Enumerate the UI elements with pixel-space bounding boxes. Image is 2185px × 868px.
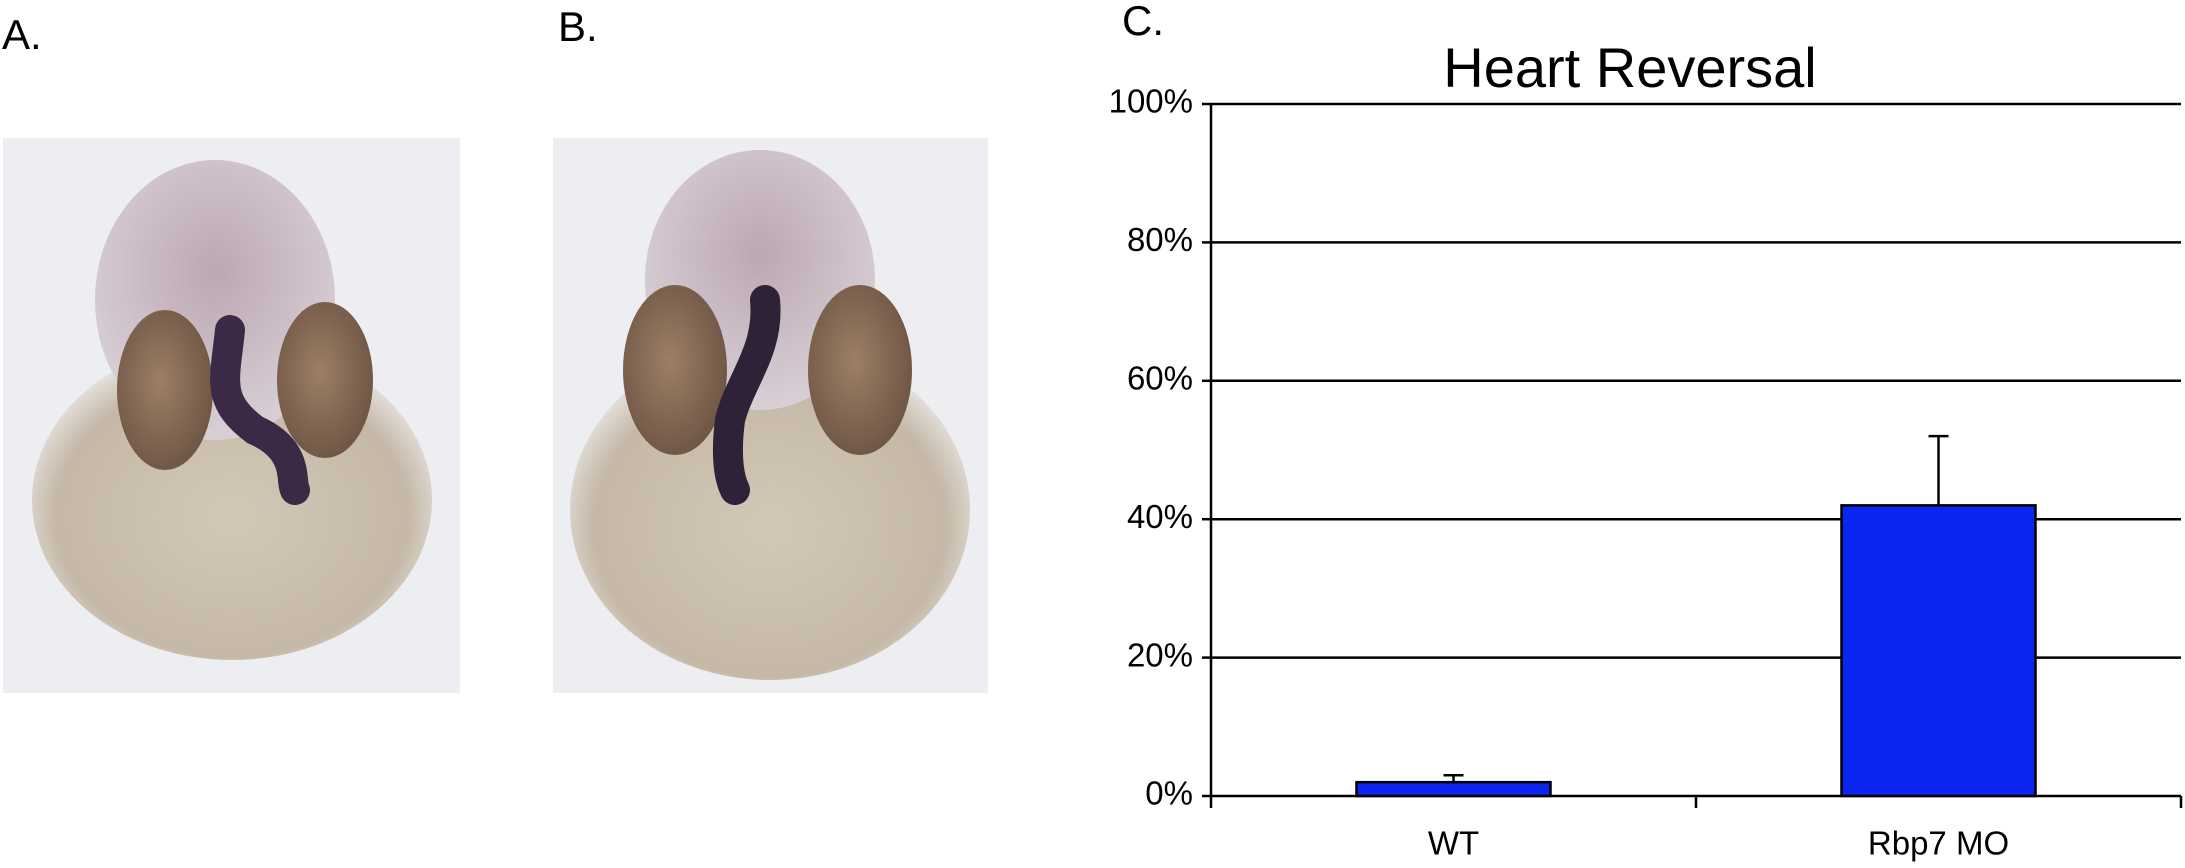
y-tick-label: 40%	[1127, 498, 1193, 535]
bar	[1840, 504, 2037, 798]
x-tick-label: Rbp7 MO	[1868, 825, 2009, 862]
y-tick-label: 100%	[1109, 83, 1193, 120]
x-tick-label: WT	[1428, 825, 1479, 862]
y-tick-label: 80%	[1127, 221, 1193, 258]
photo-b	[553, 138, 988, 693]
chart-title: Heart Reversal	[1443, 36, 1816, 99]
photo-a	[3, 138, 460, 693]
panel-label: C.	[1122, 0, 1164, 44]
y-tick-label: 0%	[1145, 775, 1193, 812]
panel-label: B.	[558, 3, 598, 50]
y-tick-label: 60%	[1127, 360, 1193, 397]
y-tick-label: 20%	[1127, 636, 1193, 673]
panel-label: A.	[2, 11, 42, 58]
bar	[1355, 780, 1552, 798]
